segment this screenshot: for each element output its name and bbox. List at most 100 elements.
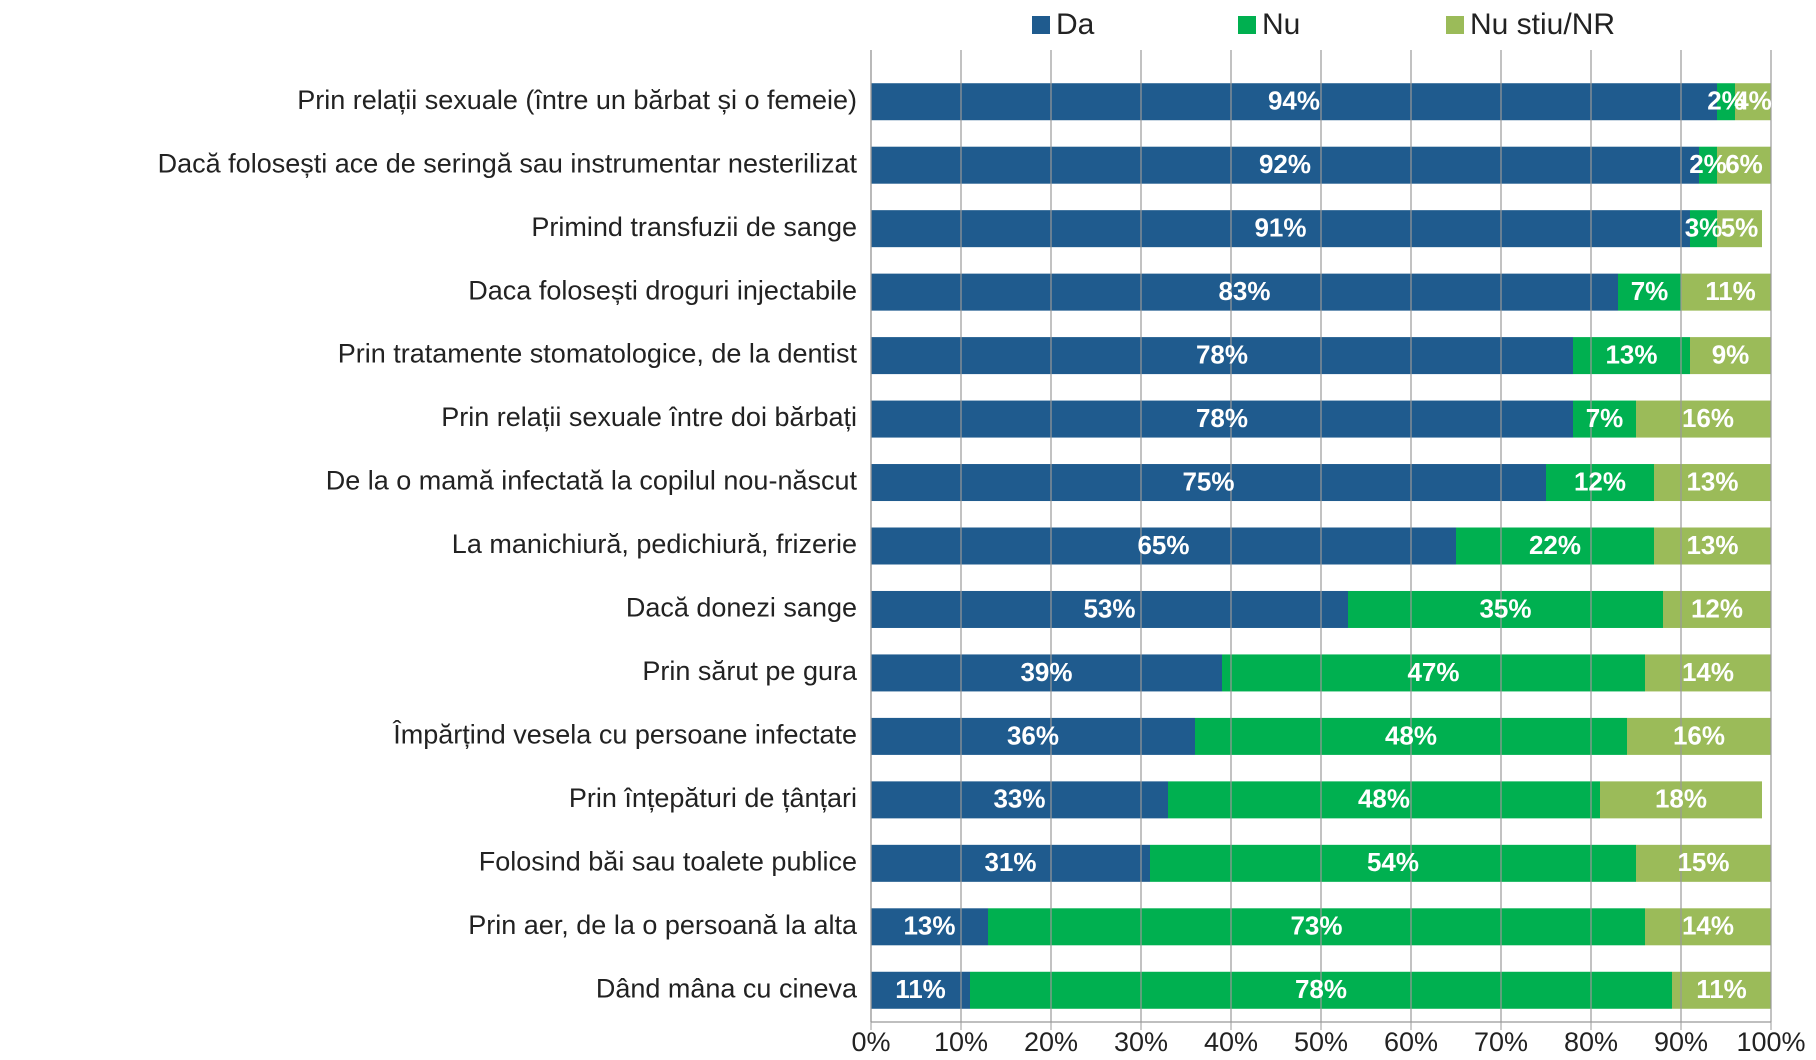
data-label: 5% [1721, 213, 1759, 243]
x-tick-label: 40% [1204, 1027, 1258, 1057]
data-label: 94% [1268, 86, 1320, 116]
bar-segment [1573, 400, 1636, 438]
data-label: 11% [1696, 974, 1747, 1004]
data-label: 78% [1295, 974, 1347, 1004]
data-label: 2% [1707, 86, 1745, 116]
category-label: Primind transfuzii de sange [531, 212, 857, 242]
x-tick-label: 60% [1384, 1027, 1438, 1057]
data-label: 18% [1655, 784, 1707, 814]
category-label: Prin aer, de la o persoană la alta [468, 910, 858, 940]
category-label: Dacă folosești ace de seringă sau instru… [158, 148, 858, 178]
legend-label: Nu stiu/NR [1470, 8, 1615, 41]
data-label: 78% [1196, 403, 1248, 433]
data-label: 3% [1685, 213, 1723, 243]
bar-segment [1645, 908, 1771, 946]
bar-segment [871, 273, 1618, 311]
x-tick-label: 10% [934, 1027, 988, 1057]
plot-area [871, 83, 1771, 1009]
data-label: 6% [1725, 149, 1763, 179]
legend-swatch [1238, 16, 1256, 34]
bar-segment [871, 83, 1717, 121]
bar-segment [1168, 781, 1600, 819]
data-label: 7% [1631, 276, 1669, 306]
bar-segment [871, 146, 1699, 184]
data-label: 36% [1007, 720, 1059, 750]
bar-segment [1348, 590, 1663, 628]
bar-segment [1222, 654, 1645, 692]
bar-segment [1672, 971, 1771, 1009]
category-label: Prin tratamente stomatologice, de la den… [338, 339, 858, 369]
bar-segment [1654, 527, 1771, 565]
data-label: 39% [1020, 657, 1072, 687]
category-label: Folosind băi sau toalete publice [479, 846, 857, 876]
data-label: 48% [1358, 784, 1410, 814]
category-label: De la o mamă infectată la copilul nou-nă… [326, 466, 858, 496]
bar-segment [988, 908, 1645, 946]
data-label: 11% [1705, 276, 1756, 306]
data-label: 48% [1385, 720, 1437, 750]
x-tick-label: 50% [1294, 1027, 1348, 1057]
bar-segment [871, 971, 970, 1009]
data-label: 16% [1673, 720, 1725, 750]
category-label: Prin sărut pe gura [642, 656, 858, 686]
data-label: 91% [1254, 213, 1306, 243]
bar-segment [871, 400, 1573, 438]
x-tick-label: 30% [1114, 1027, 1168, 1057]
x-tick-label: 0% [851, 1027, 890, 1057]
data-label: 12% [1691, 593, 1743, 623]
category-label: La manichiură, pedichiură, frizerie [452, 529, 857, 559]
data-label: 35% [1479, 593, 1531, 623]
bar-segment [871, 527, 1456, 565]
category-label: Prin relații sexuale între doi bărbați [441, 402, 857, 432]
data-label: 13% [1686, 466, 1738, 496]
bar-segment [1690, 337, 1771, 375]
bar-segment [1699, 146, 1717, 184]
data-label: 13% [1605, 339, 1657, 369]
bar-segment [871, 464, 1546, 502]
bar-segment [871, 781, 1168, 819]
data-label: 16% [1682, 403, 1734, 433]
x-tick-label: 70% [1474, 1027, 1528, 1057]
bar-segment [1735, 83, 1771, 121]
bar-segment [1573, 337, 1690, 375]
x-tick-label: 90% [1654, 1027, 1708, 1057]
bar-segment [1636, 400, 1771, 438]
data-label: 54% [1367, 847, 1419, 877]
data-label: 14% [1682, 657, 1734, 687]
data-label: 9% [1712, 339, 1750, 369]
bar-segment [871, 337, 1573, 375]
bar-segment [871, 844, 1150, 882]
category-label: Daca folosești droguri injectabile [468, 275, 857, 305]
category-label: Dând mâna cu cineva [596, 973, 858, 1003]
data-label: 65% [1137, 530, 1189, 560]
x-tick-label: 80% [1564, 1027, 1618, 1057]
data-label: 73% [1290, 911, 1342, 941]
bar-segment [1546, 464, 1654, 502]
bar-segment [1645, 654, 1771, 692]
data-label: 47% [1407, 657, 1459, 687]
category-label: Dacă donezi sange [626, 593, 857, 623]
bar-segment [1690, 210, 1717, 248]
bar-segment [1717, 83, 1735, 121]
data-label: 78% [1196, 339, 1248, 369]
data-label: 92% [1259, 149, 1311, 179]
data-label: 11% [895, 974, 946, 1004]
category-label: Prin înțepături de țânțari [569, 783, 857, 813]
data-label: 33% [993, 784, 1045, 814]
bar-segment [1618, 273, 1681, 311]
data-label: 53% [1083, 593, 1135, 623]
data-label: 15% [1677, 847, 1729, 877]
bar-segment [1456, 527, 1654, 565]
data-label: 13% [1686, 530, 1738, 560]
data-label: 7% [1586, 403, 1624, 433]
bar-segment [871, 908, 988, 946]
data-label: 4% [1734, 86, 1772, 116]
category-label: Prin relații sexuale (între un bărbat și… [297, 85, 857, 115]
data-label: 12% [1574, 466, 1626, 496]
x-tick-label: 20% [1024, 1027, 1078, 1057]
data-label: 83% [1218, 276, 1270, 306]
data-label: 75% [1182, 466, 1234, 496]
bar-segment [1717, 210, 1762, 248]
bar-segment [1654, 464, 1771, 502]
